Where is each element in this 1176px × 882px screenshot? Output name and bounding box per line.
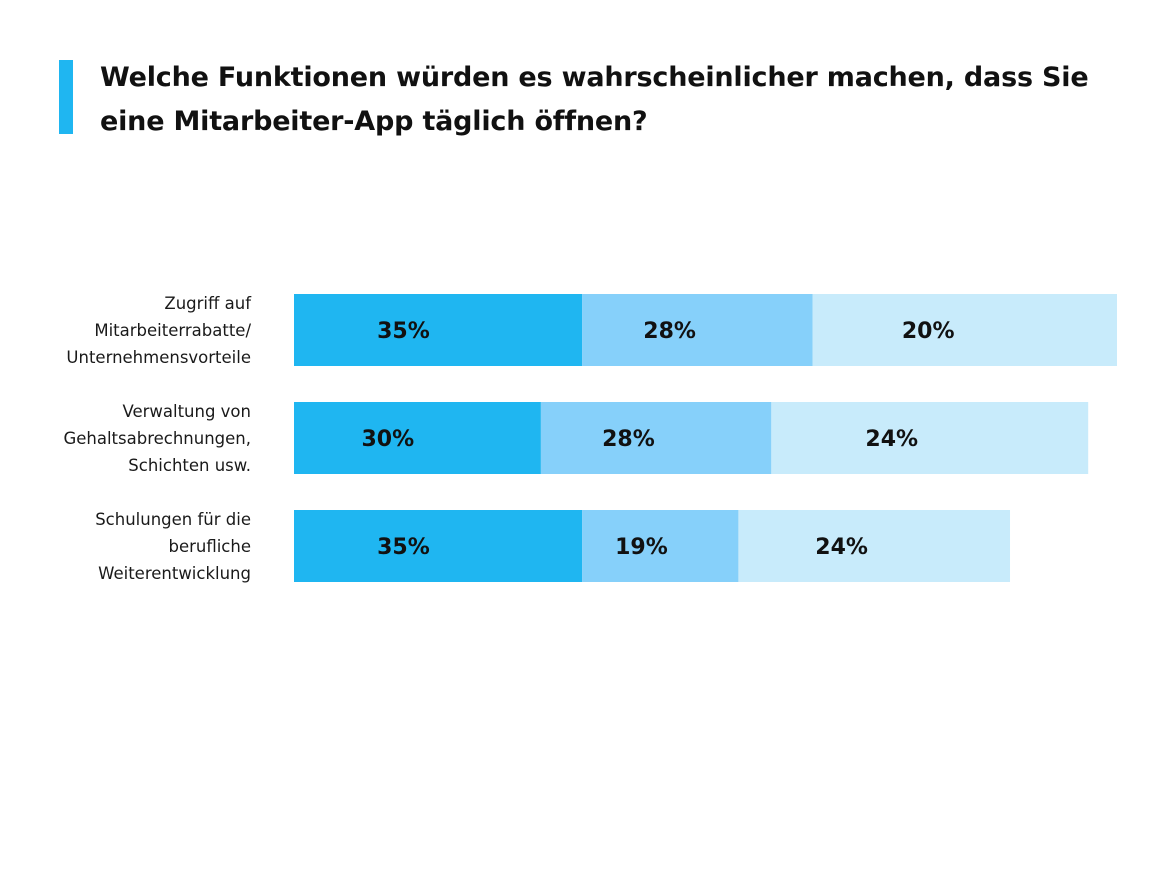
data-label: 24% xyxy=(865,427,918,452)
bar-segment xyxy=(294,402,541,474)
bar-segment xyxy=(582,510,739,582)
bar-segment xyxy=(738,510,1011,582)
bar-segment xyxy=(582,294,813,366)
category-label-line: Weiterentwicklung xyxy=(98,564,251,583)
chart-title: Welche Funktionen würden es wahrscheinli… xyxy=(100,62,1089,137)
category-label-line: Schulungen für die xyxy=(95,510,251,529)
category-label-line: Gehaltsabrechnungen, xyxy=(63,429,251,448)
bar-segment xyxy=(294,510,583,582)
category-label-line: Unternehmensvorteile xyxy=(66,348,251,367)
category-label-line: Zugriff auf xyxy=(164,294,252,313)
category-label: Schulungen für die berufliche Weiterentwic… xyxy=(95,510,251,583)
category-label: Zugriff auf Mitarbeiterrabatte/Unternehme… xyxy=(66,294,252,367)
data-label: 20% xyxy=(902,319,955,344)
bar-segment xyxy=(540,402,772,474)
data-label: 28% xyxy=(602,427,655,452)
data-label: 24% xyxy=(815,535,868,560)
category-label: Verwaltung von Gehaltsabrechnungen, Schich… xyxy=(63,402,251,475)
data-label: 19% xyxy=(615,535,668,560)
category-label-line: Schichten usw. xyxy=(128,456,251,475)
bar-segment xyxy=(812,294,1117,366)
category-label-line: berufliche xyxy=(168,537,251,556)
category-label-line: Verwaltung von xyxy=(122,402,251,421)
category-label-line: Mitarbeiterrabatte/ xyxy=(94,321,251,340)
title-accent-bar xyxy=(59,60,73,134)
data-label: 28% xyxy=(643,319,696,344)
bar-segment xyxy=(294,294,583,366)
data-label: 30% xyxy=(361,427,414,452)
bar-segment xyxy=(771,402,1089,474)
data-label: 35% xyxy=(377,535,430,560)
data-label: 35% xyxy=(377,319,430,344)
